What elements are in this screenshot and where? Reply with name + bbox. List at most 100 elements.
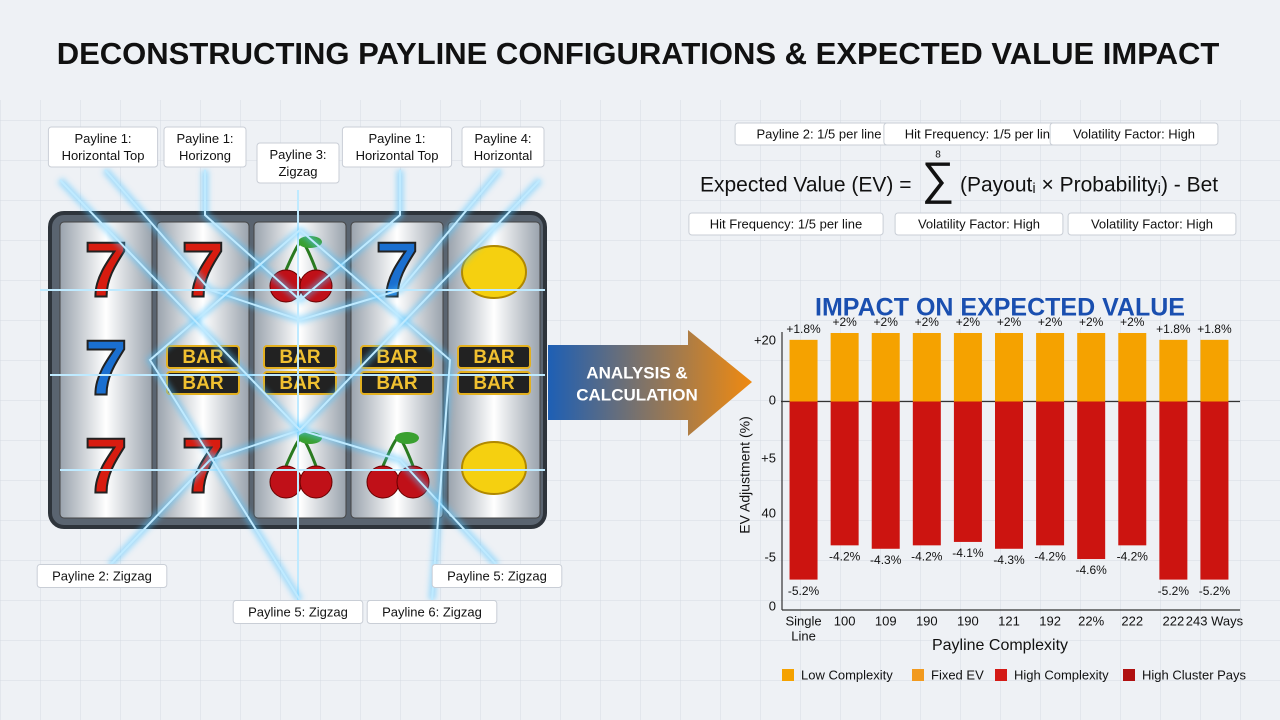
formula-sigma: ∑ [922,152,955,204]
tag-text: Payline 2: 1/5 per line [756,126,881,141]
chart-title: IMPACT ON EXPECTED VALUE [815,294,1185,322]
formula-right: (Payoutᵢ × Probabilityᵢ) - Bet [960,174,1218,197]
legend-swatch [995,669,1007,681]
bar [953,333,982,402]
value-label: -4.1% [952,546,984,560]
cherry [396,465,430,499]
value-label: +2% [1079,315,1104,329]
x-tick-label: 192 [1039,613,1061,628]
bar [995,401,1023,549]
callout-box [461,126,545,168]
symbol-bar: BAR [473,347,514,368]
bar [1200,339,1229,402]
value-label: +1.8% [1156,322,1191,336]
callout-text: Horizontal Top [62,148,145,163]
callout-box [232,600,364,624]
value-label: -4.2% [1034,550,1066,564]
legend-swatch [912,669,924,681]
page-title: DECONSTRUCTING PAYLINE CONFIGURATIONS & … [57,36,1220,71]
tag-text: Volatility Factor: High [1091,216,1213,231]
value-label: +1.8% [786,322,821,336]
paylines [40,167,545,602]
lemon [461,245,527,299]
value-label: -5.2% [788,584,820,598]
tag-text: Hit Frequency: 1/5 per line [710,216,862,231]
formula-sigma-top: 8 [935,150,941,161]
value-label: +2% [956,315,981,329]
value-label: +2% [832,315,857,329]
callout-text: Payline 1: [74,131,131,146]
callout-text: Zigzag [278,164,317,179]
symbol-seven: 7 [375,226,418,314]
x-tick-label: Single [785,613,821,628]
y-tick-label: -5 [764,549,776,564]
legend-swatch [1123,669,1135,681]
value-label: +2% [874,315,899,329]
value-label: +1.8% [1197,322,1232,336]
value-label: -4.2% [911,550,943,564]
bar [871,401,900,549]
callout-box [163,126,247,168]
callout-box [47,126,159,168]
y-tick-label: +5 [761,450,776,465]
bar [953,401,982,542]
y-tick-label: +20 [754,332,776,347]
legend-label: High Cluster Pays [1142,667,1247,682]
x-tick-label: 222 [1163,613,1185,628]
symbol-bar: BAR [182,347,223,368]
value-label: -4.3% [870,553,902,567]
bar [912,333,941,402]
callout-text: Payline 3: [269,147,326,162]
value-label: -5.2% [1158,584,1190,598]
callout-text: Payline 1: [176,131,233,146]
x-tick-label: 121 [998,613,1020,628]
callout-box [36,564,168,588]
bar [995,333,1023,402]
legend-swatch [782,669,794,681]
callout-text: Horizontal [474,148,533,163]
tag-text: Volatility Factor: High [918,216,1040,231]
bar [1159,401,1188,580]
tag-box [894,212,1064,236]
callout-text: Payline 1: [368,131,425,146]
bar [871,333,900,402]
bar [1036,401,1065,546]
arrow-text: CALCULATION [576,385,698,404]
bar-plate [457,345,531,369]
bar [1077,333,1106,402]
x-tick-label: Line [791,628,816,643]
bar [789,339,818,402]
tag-box [1049,122,1219,146]
bar [1077,401,1106,560]
callout-text: Horizontal Top [356,148,439,163]
value-label: +2% [1120,315,1145,329]
tag-box [688,212,884,236]
tag-text: Volatility Factor: High [1073,126,1195,141]
value-label: +2% [997,315,1022,329]
chart: IMPACT ON EXPECTED VALUE Payline Complex… [737,294,1247,683]
y-axis-label: EV Adjustment (%) [737,416,753,534]
symbol-seven: 7 [84,422,127,510]
bar [789,401,818,580]
legend-label: High Complexity [1014,667,1109,682]
bar [912,401,941,546]
callout-box [431,564,563,588]
y-tick-label: 0 [769,392,776,407]
tag-box [1067,212,1237,236]
x-tick-label: 243 Ways [1186,613,1244,628]
callout-text: Horizong [179,148,231,163]
callout-text: Payline 4: [474,131,531,146]
callout-text: Payline 2: Zigzag [52,568,152,583]
bar [1118,333,1147,402]
callout-box [256,142,340,184]
tag-text: Hit Frequency: 1/5 per line [905,126,1057,141]
bar [1036,333,1065,402]
bar [1159,339,1188,402]
value-label: +2% [1038,315,1063,329]
value-label: -4.2% [1117,550,1149,564]
y-tick-label: 40 [762,505,776,520]
callout-text: Payline 5: Zigzag [447,568,547,583]
arrow-text: ANALYSIS & [586,363,687,382]
